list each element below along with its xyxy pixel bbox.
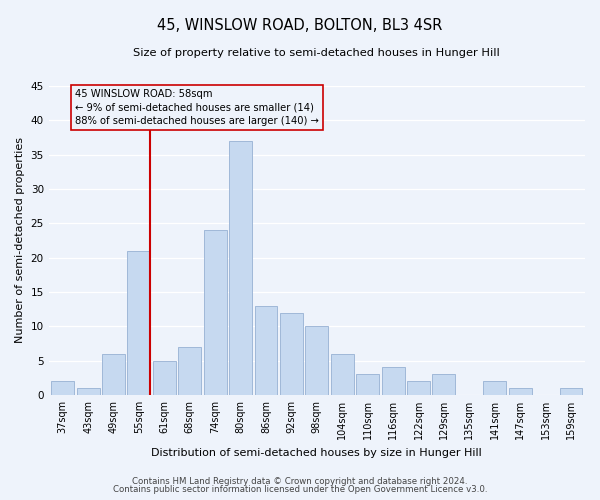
X-axis label: Distribution of semi-detached houses by size in Hunger Hill: Distribution of semi-detached houses by … [151, 448, 482, 458]
Bar [407, 381, 430, 395]
Bar [178, 347, 201, 395]
Bar [254, 306, 277, 395]
Title: Size of property relative to semi-detached houses in Hunger Hill: Size of property relative to semi-detach… [133, 48, 500, 58]
Y-axis label: Number of semi-detached properties: Number of semi-detached properties [15, 138, 25, 344]
Bar [305, 326, 328, 395]
Text: Contains public sector information licensed under the Open Government Licence v3: Contains public sector information licen… [113, 485, 487, 494]
Bar [433, 374, 455, 395]
Bar [331, 354, 353, 395]
Bar [153, 360, 176, 395]
Bar [77, 388, 100, 395]
Text: 45 WINSLOW ROAD: 58sqm
← 9% of semi-detached houses are smaller (14)
88% of semi: 45 WINSLOW ROAD: 58sqm ← 9% of semi-deta… [76, 90, 319, 126]
Text: Contains HM Land Registry data © Crown copyright and database right 2024.: Contains HM Land Registry data © Crown c… [132, 477, 468, 486]
Bar [229, 141, 252, 395]
Bar [204, 230, 227, 395]
Bar [51, 381, 74, 395]
Bar [560, 388, 583, 395]
Bar [509, 388, 532, 395]
Bar [484, 381, 506, 395]
Bar [356, 374, 379, 395]
Bar [102, 354, 125, 395]
Text: 45, WINSLOW ROAD, BOLTON, BL3 4SR: 45, WINSLOW ROAD, BOLTON, BL3 4SR [157, 18, 443, 32]
Bar [280, 312, 303, 395]
Bar [382, 368, 404, 395]
Bar [127, 251, 151, 395]
